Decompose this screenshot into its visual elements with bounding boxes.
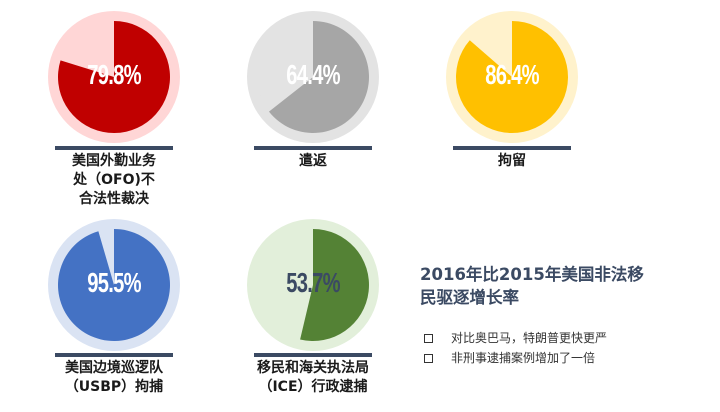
pie-value-slice <box>456 21 569 133</box>
label-underline-bar <box>55 146 173 150</box>
pie-value-label: 53.7% <box>286 267 340 298</box>
summary-bullets: 对比奥巴马，特朗普更快更严 非刑事逮捕案例增加了一倍 <box>424 328 607 368</box>
pie-value-slice <box>268 21 369 133</box>
pie-category-label: 美国外勤业务 处（OFO)不 合法性裁决 <box>72 153 156 207</box>
summary-headline: 2016年比2015年美国非法移民驱逐增长率 <box>420 265 644 307</box>
pie-value-label: 64.4% <box>286 59 340 90</box>
label-underline-bar <box>254 353 372 357</box>
bullet-text: 非刑事逮捕案例增加了一倍 <box>451 351 596 365</box>
bullet-item: 对比奥巴马，特朗普更快更严 <box>424 328 607 348</box>
pie-value-slice <box>58 21 170 133</box>
label-underline-bar <box>55 353 173 357</box>
pie-category-label: 拘留 <box>498 153 526 169</box>
bullet-item: 非刑事逮捕案例增加了一倍 <box>424 348 607 368</box>
label-underline-bar <box>453 146 571 150</box>
pie-value-label: 86.4% <box>485 59 539 90</box>
pie-value-slice <box>57 229 170 342</box>
checkbox-square-icon <box>424 353 433 363</box>
pie-value-label: 79.8% <box>87 59 141 90</box>
label-underline-bar <box>254 146 372 150</box>
checkbox-square-icon <box>424 333 433 343</box>
pie-value-slice <box>300 229 369 341</box>
pie-category-label: 移民和海关执法局 （ICE）行政逮捕 <box>257 360 369 395</box>
bullet-text: 对比奥巴马，特朗普更快更严 <box>451 331 608 345</box>
pie-value-label: 95.5% <box>87 267 141 298</box>
pie-category-label: 遣返 <box>299 153 327 169</box>
pie-category-label: 美国边境巡逻队 （USBP）拘捕 <box>64 360 164 395</box>
